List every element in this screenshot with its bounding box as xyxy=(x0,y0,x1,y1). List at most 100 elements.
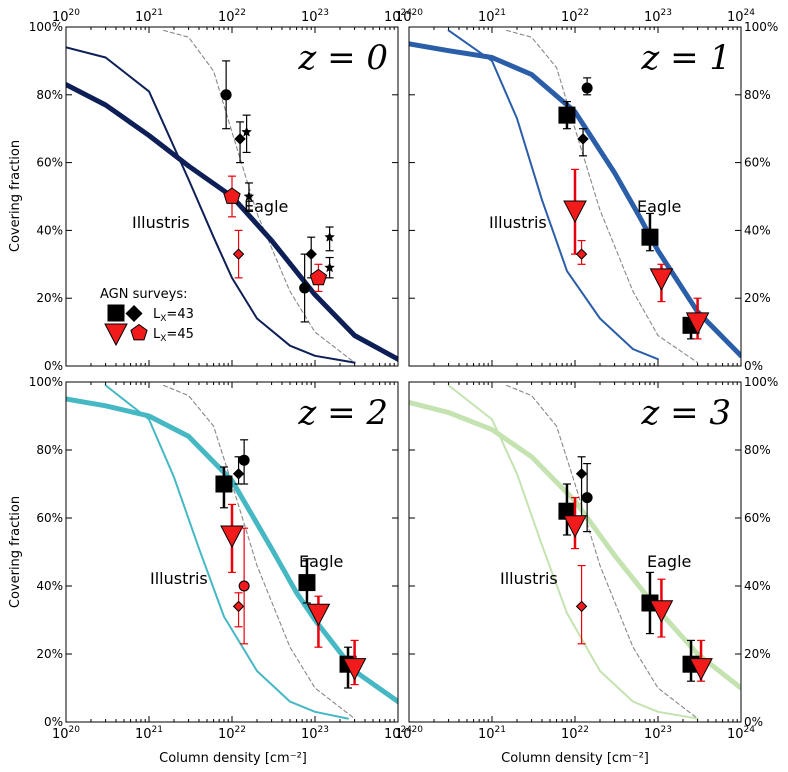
y-tick-label: 40% xyxy=(36,579,63,593)
y-tick-label: 80% xyxy=(744,443,771,457)
eagle-label: Eagle xyxy=(647,552,691,571)
x-tick-label-bottom: 1023 xyxy=(301,725,329,742)
x-tick-label-top: 1024 xyxy=(384,8,412,25)
x-tick-label-bottom: 1021 xyxy=(478,725,506,742)
redshift-label: z = 0 xyxy=(297,38,388,78)
agn-lx43-point-marker xyxy=(305,248,317,260)
legend: AGN surveys: LX=43 LX=45 xyxy=(100,287,194,347)
y-tick-label: 0% xyxy=(744,715,763,729)
x-tick-label-bottom: 1022 xyxy=(218,725,246,742)
x-tick-label-top: 1024 xyxy=(727,8,755,25)
agn-lx45-point-marker xyxy=(232,248,245,260)
y-tick-label: 40% xyxy=(36,223,63,237)
agn-lx43-point-marker xyxy=(558,106,576,124)
agn-lx45-point-marker xyxy=(223,187,241,204)
y-tick-label: 0% xyxy=(44,715,63,729)
y-tick-label: 60% xyxy=(36,511,63,525)
redshift-label: z = 2 xyxy=(297,393,388,433)
y-tick-label: 80% xyxy=(36,88,63,102)
y-tick-label: 60% xyxy=(744,511,771,525)
axis-labels-group: Column density [cm⁻²] Column density [cm… xyxy=(8,140,649,766)
panels-group: 1020 1021 1022 1023 10240%20%40%60%80%100%z … xyxy=(29,8,779,742)
agn-lx43-point-marker xyxy=(577,133,589,145)
illustris-label: Illustris xyxy=(132,213,190,232)
plot-area xyxy=(409,29,741,364)
y-tick-label: 20% xyxy=(744,647,771,661)
x-tick-label-top: 1020 xyxy=(395,8,423,25)
redshift-label: z = 1 xyxy=(640,38,731,78)
y-tick-label: 40% xyxy=(744,223,771,237)
agn-lx45-point-marker xyxy=(220,525,244,549)
x-tick-label-top: 1021 xyxy=(478,8,506,25)
x-tick-label-top: 1020 xyxy=(52,8,80,25)
agn-lx45-point-marker xyxy=(563,515,587,538)
x-tick-label-bottom: 1021 xyxy=(135,725,163,742)
redshift-label: z = 3 xyxy=(640,393,731,433)
x-tick-label-top: 1023 xyxy=(301,8,329,25)
agn-lx45-point-marker xyxy=(238,580,250,592)
agn-lx43-point-marker xyxy=(243,190,255,202)
agn-lx43-point-marker xyxy=(581,492,593,504)
agn-lx45-point-marker xyxy=(232,600,245,613)
y-axis-label-top: Covering fraction xyxy=(8,140,23,252)
agn-lx45-point-marker xyxy=(575,248,588,260)
illustris-label: Illustris xyxy=(500,569,558,588)
reference-dashed-curve xyxy=(506,29,699,364)
y-tick-label: 100% xyxy=(29,20,63,34)
x-tick-label-top: 1022 xyxy=(561,8,589,25)
y-tick-label: 60% xyxy=(36,156,63,170)
agn-lx43-point-marker xyxy=(220,89,232,101)
agn-lx45-point-marker xyxy=(563,200,587,224)
agn-lx43-point-marker xyxy=(299,282,311,294)
legend-title: AGN surveys: xyxy=(100,287,188,302)
illustris-label: Illustris xyxy=(150,569,208,588)
y-tick-label: 60% xyxy=(744,156,771,170)
agn-lx45-point-marker xyxy=(685,312,710,336)
y-tick-label: 40% xyxy=(744,579,771,593)
agn-lx43-point-marker xyxy=(641,228,659,246)
x-tick-label-bottom: 1024 xyxy=(727,725,755,742)
illustris-curve xyxy=(66,46,356,364)
y-tick-label: 0% xyxy=(44,359,63,373)
agn-lx45-point-marker xyxy=(649,600,674,623)
agn-lx43-point-marker xyxy=(581,82,593,94)
x-tick-label-bottom: 1022 xyxy=(561,725,589,742)
agn-lx45-point-marker xyxy=(649,268,674,291)
y-tick-label: 80% xyxy=(36,443,63,457)
y-axis-label-bottom: Covering fraction xyxy=(8,496,23,608)
y-tick-label: 80% xyxy=(744,88,771,102)
y-tick-label: 20% xyxy=(36,291,63,305)
x-tick-label-top: 1023 xyxy=(644,8,672,25)
panel-top-left: 1020 1021 1022 1023 1024 0% 20% 40% 60% 80% 100% z … xyxy=(29,8,413,373)
agn-lx43-point-marker xyxy=(232,468,245,480)
eagle-label: Eagle xyxy=(299,552,343,571)
illustris-curve xyxy=(447,29,659,361)
agn-lx43-point-marker xyxy=(298,574,316,592)
legend-marker-pentagon xyxy=(130,323,148,341)
eagle-curve xyxy=(409,41,741,359)
y-tick-label: 20% xyxy=(36,647,63,661)
agn-lx43-point-marker xyxy=(324,262,336,273)
x-tick-label-bottom: 1020 xyxy=(52,725,80,742)
y-tick-label: 20% xyxy=(744,291,771,305)
agn-lx45-point-marker xyxy=(342,658,367,681)
plot-area xyxy=(66,384,398,720)
agn-lx45-point-marker xyxy=(306,603,331,627)
x-tick-label-top: 1022 xyxy=(218,8,246,25)
x-axis-label-right: Column density [cm⁻²] xyxy=(501,751,649,766)
y-tick-label: 100% xyxy=(744,20,778,34)
panel-bottom-left: 1020 1021 1022 1023 1024 0% 20% 40% 60% 80% 100% z … xyxy=(29,375,413,742)
agn-lx43-point-marker xyxy=(238,454,250,466)
x-tick-label-top: 1021 xyxy=(135,8,163,25)
agn-lx45-point-marker xyxy=(575,600,588,613)
x-tick-label-bottom: 1023 xyxy=(644,725,672,742)
illustris-label: Illustris xyxy=(489,213,547,232)
legend-marker-triangle xyxy=(104,323,128,347)
axes-ticks: 1020 1021 1022 1023 1024 0% 20% 40% 60% 80% 100% xyxy=(29,8,413,373)
plot-area xyxy=(409,384,741,720)
y-tick-label: 100% xyxy=(29,375,63,389)
illustris-curve xyxy=(104,384,349,720)
